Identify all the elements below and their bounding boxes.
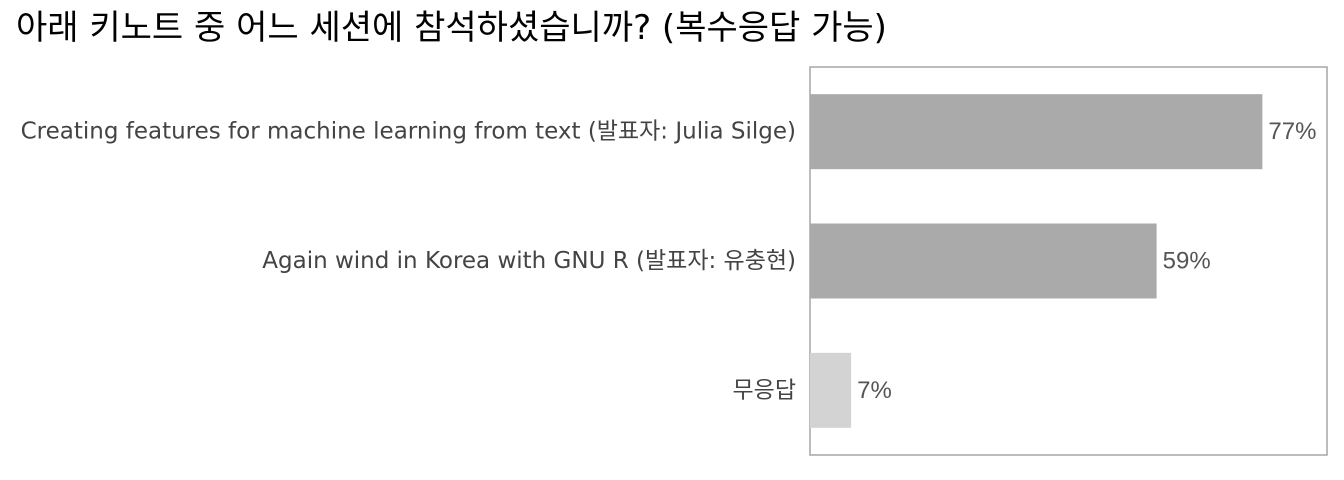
- category-label-2: Again wind in Korea with GNU R (발표자: 유충현…: [262, 248, 796, 274]
- category-label-1: Creating features for machine learning f…: [21, 119, 796, 145]
- chart-title: 아래 키노트 중 어느 세션에 참석하셨습니까? (복수응답 가능): [16, 8, 887, 48]
- value-label-2: 59%: [1163, 248, 1211, 275]
- bar-3: [810, 352, 852, 428]
- value-label-3: 7%: [857, 377, 892, 404]
- bar-2: [810, 223, 1157, 299]
- bars-group: [810, 94, 1263, 428]
- value-labels: 77% 59% 7%: [857, 118, 1316, 404]
- value-label-1: 77%: [1268, 118, 1316, 145]
- category-label-3: 무응답: [733, 377, 796, 403]
- category-labels: Creating features for machine learning f…: [21, 119, 796, 404]
- bar-1: [810, 94, 1263, 170]
